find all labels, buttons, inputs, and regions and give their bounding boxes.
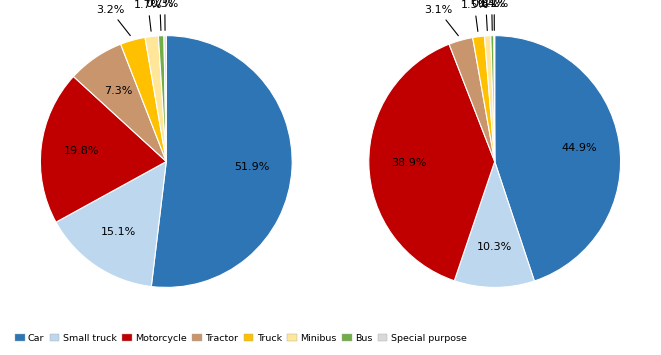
Text: 0.1%: 0.1% [480, 0, 508, 30]
Text: 7.3%: 7.3% [104, 86, 132, 96]
Wedge shape [490, 36, 494, 162]
Wedge shape [40, 77, 167, 222]
Wedge shape [369, 44, 494, 281]
Wedge shape [145, 36, 167, 162]
Wedge shape [473, 36, 494, 162]
Text: 38.9%: 38.9% [391, 158, 427, 168]
Text: 0.7%: 0.7% [145, 0, 174, 31]
Wedge shape [73, 44, 167, 162]
Wedge shape [494, 36, 621, 281]
Text: 44.9%: 44.9% [561, 143, 597, 153]
Text: 3.1%: 3.1% [424, 5, 458, 36]
Wedge shape [56, 162, 167, 286]
Text: 0.3%: 0.3% [151, 0, 179, 30]
Legend: Car, Small truck, Motorcycle, Tractor, Truck, Minibus, Bus, Special purpose: Car, Small truck, Motorcycle, Tractor, T… [11, 330, 471, 347]
Text: 0.4%: 0.4% [477, 0, 506, 31]
Wedge shape [121, 37, 167, 162]
Wedge shape [449, 38, 494, 162]
Text: 3.2%: 3.2% [96, 5, 130, 36]
Wedge shape [151, 36, 292, 288]
Wedge shape [454, 162, 534, 288]
Text: 0.8%: 0.8% [472, 0, 500, 31]
Text: 15.1%: 15.1% [100, 228, 136, 237]
Text: 1.7%: 1.7% [134, 0, 162, 31]
Wedge shape [485, 36, 494, 162]
Text: 10.3%: 10.3% [477, 242, 512, 252]
Text: 19.8%: 19.8% [63, 146, 99, 156]
Wedge shape [159, 36, 167, 162]
Text: 51.9%: 51.9% [234, 162, 270, 171]
Text: 1.5%: 1.5% [460, 0, 488, 32]
Wedge shape [164, 36, 167, 162]
